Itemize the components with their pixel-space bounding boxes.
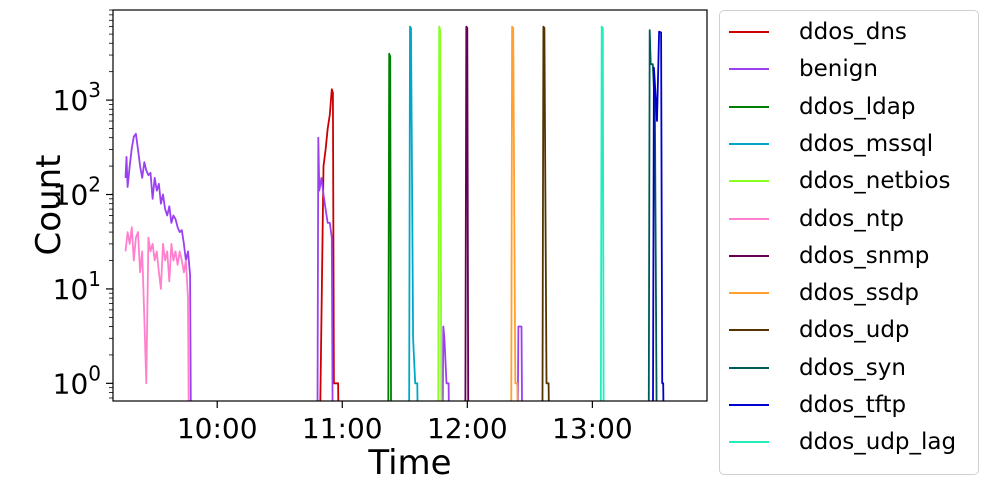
- legend-swatch: [729, 68, 769, 71]
- axes: 10:00 11:00 12:00 13:00 100 101 102 103: [53, 9, 633, 445]
- series-line-ddos_ssdp: [510, 25, 519, 401]
- y-axis-label: Count: [29, 155, 69, 256]
- legend-label: ddos_snmp: [799, 242, 930, 269]
- legend-swatch: [729, 441, 769, 444]
- y-tick-label: 100: [53, 361, 101, 400]
- legend-label: ddos_mssql: [799, 130, 934, 157]
- y-tick-label: 103: [53, 78, 101, 117]
- y-tick-label: 101: [53, 267, 101, 306]
- series-line-ddos_netbios: [437, 25, 443, 401]
- x-tick-label: 10:00: [177, 412, 258, 445]
- series-line-ddos_snmp: [464, 25, 470, 401]
- legend-label: ddos_ldap: [799, 93, 916, 120]
- series-line-ddos_udp_lag: [599, 25, 605, 401]
- legend-swatch: [729, 180, 769, 183]
- series-line-ddos_ldap: [387, 52, 392, 401]
- legend-item-ddos_ssdp: ddos_ssdp: [720, 278, 978, 308]
- series-line-benign: [124, 132, 523, 401]
- legend-item-ddos_mssql: ddos_mssql: [720, 129, 978, 159]
- legend-label: ddos_dns: [799, 19, 907, 45]
- legend-label: ddos_udp_lag: [799, 429, 957, 456]
- legend-label: ddos_udp: [799, 317, 910, 344]
- legend-swatch: [729, 329, 769, 332]
- legend-item-ddos_ldap: ddos_ldap: [720, 92, 978, 122]
- x-tick-label: 12:00: [427, 412, 508, 445]
- legend-item-ddos_dns: ddos_dns: [720, 17, 978, 47]
- series-line-ddos_ntp: [124, 226, 190, 401]
- series-lines: [124, 25, 665, 401]
- legend-item-ddos_snmp: ddos_snmp: [720, 241, 978, 271]
- legend-label: ddos_syn: [799, 354, 906, 381]
- legend-label: benign: [799, 56, 878, 83]
- y-tick-label: 102: [53, 173, 101, 212]
- legend-swatch: [729, 404, 769, 406]
- legend-item-ddos_ntp: ddos_ntp: [720, 204, 978, 234]
- legend-swatch: [729, 105, 769, 108]
- legend-label: ddos_netbios: [799, 168, 951, 195]
- plot-frame: [112, 9, 708, 402]
- series-line-ddos_syn: [647, 29, 658, 401]
- legend-item-ddos_syn: ddos_syn: [720, 353, 978, 383]
- legend-swatch: [729, 366, 769, 369]
- legend-label: ddos_ssdp: [799, 280, 919, 307]
- x-tick-label: 11:00: [302, 412, 383, 445]
- legend-label: ddos_tftp: [799, 392, 907, 418]
- series-line-ddos_mssql: [408, 25, 419, 401]
- legend-swatch: [729, 292, 769, 295]
- series-line-ddos_tftp: [652, 30, 665, 401]
- series-line-ddos_dns: [319, 88, 340, 401]
- legend-swatch: [729, 254, 769, 257]
- legend-swatch: [729, 217, 769, 220]
- x-axis-label: Time: [367, 443, 451, 483]
- x-tick-label: 13:00: [552, 412, 633, 445]
- legend-item-ddos_tftp: ddos_tftp: [720, 390, 978, 420]
- legend-item-benign: benign: [720, 54, 978, 84]
- legend-label: ddos_ntp: [799, 205, 904, 232]
- legend-item-ddos_netbios: ddos_netbios: [720, 166, 978, 196]
- series-line-ddos_udp: [541, 25, 550, 401]
- legend-item-ddos_udp: ddos_udp: [720, 315, 978, 345]
- legend-item-ddos_udp_lag: ddos_udp_lag: [720, 427, 978, 457]
- legend-swatch: [729, 31, 769, 33]
- legend-swatch: [729, 142, 769, 145]
